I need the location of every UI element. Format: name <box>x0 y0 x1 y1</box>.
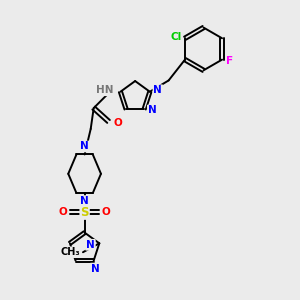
Text: HN: HN <box>95 85 113 95</box>
Text: CH₃: CH₃ <box>60 247 80 257</box>
Text: F: F <box>226 56 234 66</box>
Text: N: N <box>86 240 95 250</box>
Text: N: N <box>148 106 157 116</box>
Text: S: S <box>80 206 89 219</box>
Text: Cl: Cl <box>171 32 182 42</box>
Text: O: O <box>113 118 122 128</box>
Text: N: N <box>153 85 162 95</box>
Text: O: O <box>102 207 111 218</box>
Text: N: N <box>80 142 89 152</box>
Text: O: O <box>58 207 68 218</box>
Text: N: N <box>80 196 89 206</box>
Text: N: N <box>91 264 100 274</box>
